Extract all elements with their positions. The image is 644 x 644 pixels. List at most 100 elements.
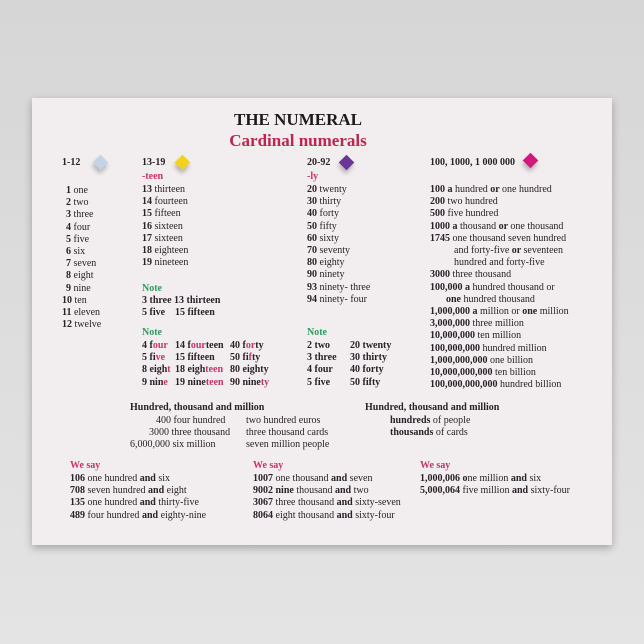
text-segment: six bbox=[73, 246, 86, 257]
number-row: 13 thirteen bbox=[142, 184, 185, 196]
text-segment: e bbox=[163, 376, 168, 388]
note-cell: 19 nineteen bbox=[175, 377, 224, 389]
number-row: 50 fifty bbox=[307, 221, 337, 233]
text-segment: thirty bbox=[319, 196, 342, 208]
text-segment: sixteen bbox=[154, 232, 183, 244]
text-segment: eleven bbox=[73, 307, 101, 318]
text-segment: eighty-nine bbox=[160, 509, 207, 521]
note-cell: 50 fifty bbox=[350, 377, 380, 389]
number-row: 30 thirty bbox=[307, 196, 341, 208]
text-segment: 1000 a bbox=[430, 220, 460, 232]
text-segment: two hundred euros bbox=[246, 415, 321, 426]
text-segment: 15 fifteen bbox=[175, 352, 215, 364]
text-segment: sixty-four bbox=[355, 509, 395, 521]
text-segment: and bbox=[331, 473, 350, 484]
text-segment: 6,000,000 six million bbox=[130, 439, 216, 451]
number-row: 7 seven bbox=[66, 258, 96, 270]
text-segment: one thousand bbox=[275, 473, 332, 484]
text-segment: or bbox=[490, 184, 503, 195]
text-segment: nineteen bbox=[154, 257, 189, 269]
text-segment: 3 bbox=[66, 209, 74, 221]
number-row: 100,000 a hundred thousand or bbox=[430, 282, 555, 294]
text-segment: hundred million bbox=[482, 342, 547, 354]
we-say-heading: We say bbox=[253, 460, 284, 471]
page-title: THE NUMERAL bbox=[234, 110, 362, 129]
text-segment: 9 bbox=[66, 282, 74, 294]
text-segment: ninety bbox=[319, 269, 345, 281]
text-segment: hundred thousand bbox=[463, 293, 535, 305]
text-segment: 30 thirty bbox=[350, 352, 387, 364]
text-segment: 100 a bbox=[430, 184, 455, 195]
text-segment: or bbox=[498, 220, 511, 232]
text-segment: seven hundred bbox=[87, 485, 149, 497]
text-segment: ten bbox=[74, 294, 87, 306]
text-segment: 80 eighty bbox=[230, 364, 269, 376]
number-row: 1 one bbox=[66, 185, 88, 197]
text-segment: 16 bbox=[142, 220, 155, 232]
page-subtitle: Cardinal numerals bbox=[229, 131, 367, 150]
number-row: 1745 one thousand seven hundred bbox=[430, 233, 566, 245]
number-row: 94 ninety- four bbox=[307, 294, 367, 306]
text-segment: seven bbox=[73, 258, 97, 270]
text-segment: 4 bbox=[66, 221, 74, 233]
text-segment: 4 four bbox=[307, 364, 333, 376]
heading-hundred-thousand-million: Hundred, thousand and million bbox=[130, 402, 265, 413]
text-segment: 100,000,000 bbox=[430, 342, 483, 354]
text-segment: 5 bbox=[66, 233, 74, 245]
text-segment: 50 bbox=[307, 220, 320, 232]
we-say-row: 708 seven hundred and eight bbox=[70, 485, 187, 497]
number-row: 6 six bbox=[66, 246, 85, 258]
text-segment: 40 bbox=[307, 208, 320, 220]
text-segment: fifty bbox=[319, 220, 337, 232]
text-segment: 500 bbox=[430, 208, 448, 220]
note-row: 5 five 15 fifteen bbox=[142, 307, 215, 319]
number-row: 200 two hundred bbox=[430, 196, 498, 208]
number-row: 60 sixty bbox=[307, 233, 339, 245]
text-segment: nine bbox=[73, 282, 91, 294]
text-segment: t bbox=[167, 364, 171, 376]
text-segment: 8 bbox=[66, 270, 74, 282]
text-segment: 94 bbox=[307, 293, 320, 305]
text-segment: 3 three bbox=[307, 352, 337, 364]
heading-hundred-thousand-million: Hundred, thousand and million bbox=[365, 402, 500, 413]
number-row: 17 sixteen bbox=[142, 233, 183, 245]
we-say-row: 5,000,064 five million and sixty-four bbox=[420, 485, 570, 497]
text-segment: 20 bbox=[307, 184, 320, 195]
number-row: 1000 a thousand or one thousand bbox=[430, 221, 563, 233]
text-segment: hundred thousand or bbox=[472, 281, 555, 293]
number-row: 500 five hundred bbox=[430, 208, 498, 220]
note-cell: 90 ninety bbox=[230, 377, 269, 389]
text-segment: 200 bbox=[430, 196, 448, 208]
number-row: 93 ninety- three bbox=[307, 282, 370, 294]
text-segment: 8 eigh bbox=[142, 364, 168, 376]
text-segment: thousands bbox=[390, 427, 436, 439]
text-segment: 708 bbox=[70, 485, 88, 497]
note-cell: 3 three bbox=[307, 352, 337, 364]
poster bbox=[32, 98, 612, 545]
note-cell: 40 forty bbox=[230, 340, 264, 352]
text-segment: one hundred bbox=[502, 184, 552, 195]
text-segment: one bbox=[73, 185, 88, 196]
text-segment: our bbox=[152, 340, 168, 351]
text-segment: 18 bbox=[142, 245, 155, 256]
text-segment: 9002 nine bbox=[253, 485, 297, 497]
text-segment: and bbox=[141, 509, 161, 521]
number-row: 90 ninety bbox=[307, 269, 345, 281]
text-segment: five million bbox=[462, 485, 512, 497]
example-phrase: hundreds of people bbox=[390, 415, 470, 427]
text-segment: 30 bbox=[307, 196, 320, 208]
we-say-row: 9002 nine thousand and two bbox=[253, 485, 369, 497]
text-segment: ve bbox=[155, 352, 166, 364]
text-segment: five bbox=[73, 233, 90, 245]
text-segment: twenty bbox=[319, 184, 347, 195]
text-segment: and bbox=[148, 485, 167, 497]
text-segment: 20 twenty bbox=[350, 340, 392, 351]
text-segment: 5 five 15 fifteen bbox=[142, 307, 215, 319]
we-say-row: 106 one hundred and six bbox=[70, 473, 170, 485]
text-segment: 8064 bbox=[253, 509, 276, 521]
text-segment: 3000 bbox=[430, 269, 453, 281]
text-segment: f bbox=[248, 352, 252, 364]
number-row: 5 five bbox=[66, 234, 89, 246]
heading-20-92: 20-92 bbox=[307, 157, 331, 168]
text-segment: 1,000,000,000 bbox=[430, 354, 490, 366]
